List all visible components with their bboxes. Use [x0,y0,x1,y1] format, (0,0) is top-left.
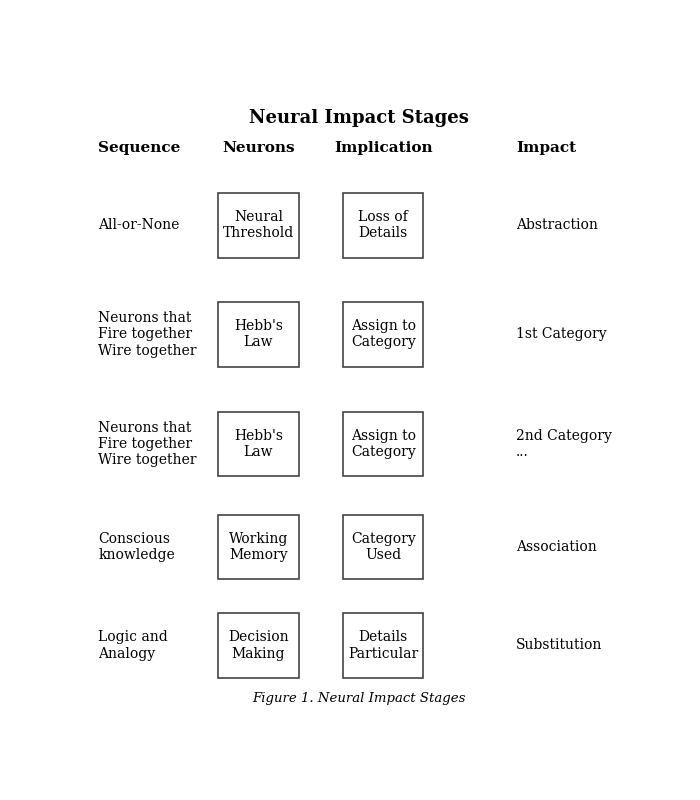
FancyBboxPatch shape [343,613,424,678]
Text: Implication: Implication [334,142,433,155]
FancyBboxPatch shape [218,613,298,678]
Text: Loss of
Details: Loss of Details [358,210,408,241]
FancyBboxPatch shape [218,193,298,258]
Text: Conscious
knowledge: Conscious knowledge [98,532,175,562]
Text: All-or-None: All-or-None [98,218,180,232]
Text: Figure 1. Neural Impact Stages: Figure 1. Neural Impact Stages [252,692,466,705]
Text: Neural Impact Stages: Neural Impact Stages [248,109,469,126]
Text: Neurons that
Fire together
Wire together: Neurons that Fire together Wire together [98,311,197,358]
Text: Decision
Making: Decision Making [228,630,288,661]
Text: Substitution: Substitution [516,638,603,653]
FancyBboxPatch shape [343,412,424,476]
Text: Category
Used: Category Used [351,532,416,562]
Text: Details
Particular: Details Particular [348,630,419,661]
Text: 2nd Category
...: 2nd Category ... [516,429,612,459]
FancyBboxPatch shape [343,514,424,579]
Text: Working
Memory: Working Memory [229,532,288,562]
Text: Neural
Threshold: Neural Threshold [223,210,294,241]
FancyBboxPatch shape [218,302,298,366]
Text: Abstraction: Abstraction [516,218,598,232]
Text: Assign to
Category: Assign to Category [351,319,416,350]
Text: Impact: Impact [516,142,576,155]
Text: 1st Category: 1st Category [516,327,607,342]
Text: Hebb's
Law: Hebb's Law [234,319,283,350]
Text: Association: Association [516,540,597,554]
Text: Assign to
Category: Assign to Category [351,429,416,459]
FancyBboxPatch shape [343,302,424,366]
FancyBboxPatch shape [218,412,298,476]
FancyBboxPatch shape [218,514,298,579]
FancyBboxPatch shape [343,193,424,258]
Text: Neurons that
Fire together
Wire together: Neurons that Fire together Wire together [98,421,197,467]
Text: Neurons: Neurons [222,142,295,155]
Text: Sequence: Sequence [98,142,181,155]
Text: Logic and
Analogy: Logic and Analogy [98,630,168,661]
Text: Hebb's
Law: Hebb's Law [234,429,283,459]
